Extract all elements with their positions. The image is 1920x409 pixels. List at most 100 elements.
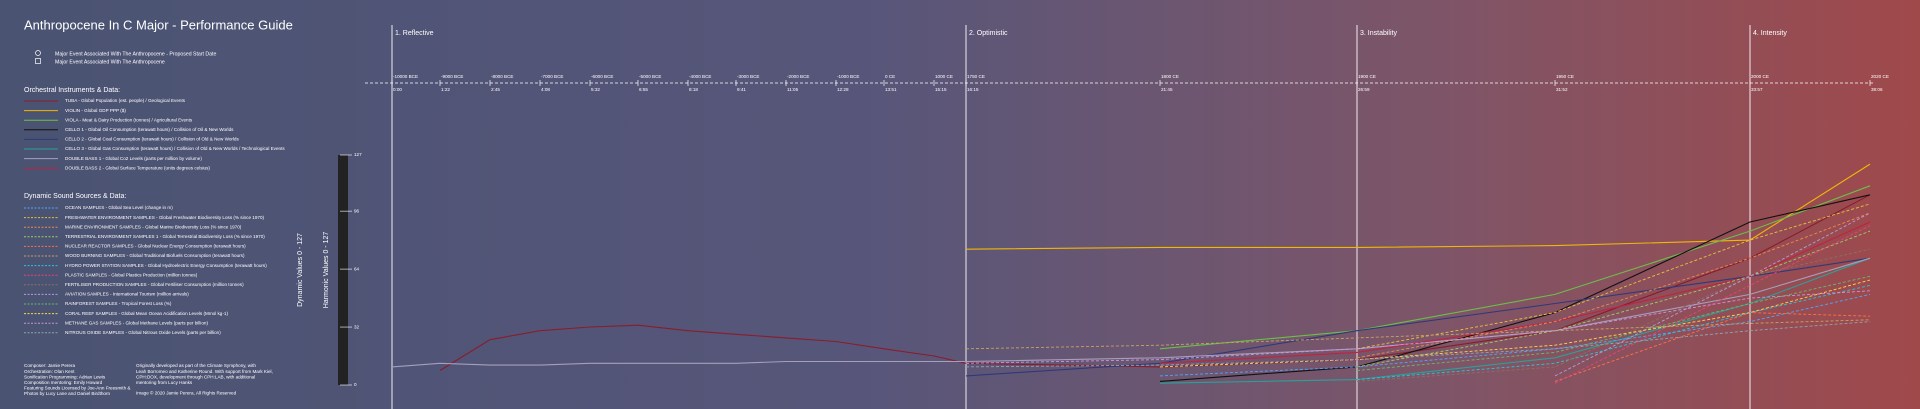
timeline-time: 4:08: [541, 87, 550, 92]
legend-entry: PLASTIC SAMPLES - Global Plastics Produc…: [65, 272, 198, 277]
timeline-time: 21:45: [1161, 87, 1173, 92]
credit: mentoring from Lucy Hanks: [136, 380, 193, 385]
timeline-year: -1000 BCE: [837, 74, 859, 79]
credit: CPH:DOX, development through CPH:LAB, wi…: [136, 374, 255, 379]
timeline-year: -8000 BCE: [491, 74, 513, 79]
legend-entry: NITROUS OXIDE SAMPLES - Global Nitrous O…: [65, 330, 221, 335]
series-line: [1356, 284, 1871, 381]
credit: Leah Borromeo and Katherine Round. With …: [136, 369, 273, 374]
legend-entry: OCEAN SAMPLES - Global Sea Level (change…: [65, 205, 173, 210]
timeline-year: -7000 BCE: [541, 74, 563, 79]
timeline-year: -6000 BCE: [591, 74, 613, 79]
section-label: 1. Reflective: [395, 30, 434, 37]
timeline-time: 1:22: [441, 87, 450, 92]
legend-title: Orchestral Instruments & Data:: [24, 87, 120, 94]
series-line: [1356, 248, 1871, 382]
timeline-time: 15:15: [935, 87, 947, 92]
timeline-time: 26:59: [1358, 87, 1370, 92]
legend-entry: DOUBLE BASS 2 - Global Surface Temperatu…: [65, 165, 210, 170]
timeline-year: -4000 BCE: [689, 74, 711, 79]
legend-entry: VIOLA - Meat & Dairy Production (tonnes)…: [65, 117, 193, 122]
legend-entry: CELLO 1 - Global Oil Consumption (terawa…: [65, 127, 234, 132]
timeline-time: 8:18: [689, 87, 698, 92]
credit: Composition mentoring: Emily Howard: [24, 380, 103, 385]
legend-entry: FERTILISER PRODUCTION SAMPLES - Global F…: [65, 282, 244, 287]
timeline-year: -10000 BCE: [393, 74, 418, 79]
legend-title: Dynamic Sound Sources & Data:: [24, 193, 126, 200]
timeline-time: 38:06: [1871, 87, 1883, 92]
timeline-time: 11:05: [787, 87, 799, 92]
section-label: 2. Optimistic: [969, 30, 1008, 37]
timeline-time: 2:45: [491, 87, 500, 92]
timeline-year: -5000 BCE: [639, 74, 661, 79]
legend-entry: DOUBLE BASS 1 - Global Co2 Levels (parts…: [65, 156, 202, 161]
marker-label: Major Event Associated With The Anthropo…: [55, 59, 165, 65]
timeline-year: 2000 CE: [1751, 74, 1769, 79]
series-line: [1159, 257, 1871, 384]
legend-entry: METHANE GAS SAMPLES - Global Methane Lev…: [65, 320, 208, 325]
legend-entry: CORAL REEF SAMPLES - Global Mean Ocean A…: [65, 311, 228, 316]
timeline-year: 1950 CE: [1556, 74, 1574, 79]
legend-entry: VIOLIN - Global GDP PPP ($): [65, 108, 126, 113]
timeline-time: 6:55: [639, 87, 648, 92]
legend-entry: FRESHWATER ENVIRONMENT SAMPLES - Global …: [65, 215, 265, 220]
series-line: [1356, 203, 1871, 350]
credit: Sonification Programming: Adrian Lewis: [24, 374, 106, 379]
title: Anthropocene In C Major - Performance Gu…: [24, 17, 293, 32]
timeline-year: -2000 BCE: [787, 74, 809, 79]
credit: Featuring Sounds Licensed by Joe-Ann Fre…: [24, 386, 130, 391]
legend-entry: WOOD BURNING SAMPLES - Global Traditiona…: [65, 253, 245, 258]
timeline-time: 13:51: [885, 87, 897, 92]
marker-circle: [35, 50, 41, 56]
y2-axis-label: Harmonic Values 0 - 127: [323, 232, 330, 309]
timeline-year: 1800 CE: [1161, 74, 1179, 79]
section-label: 3. Instability: [1360, 30, 1397, 37]
timeline-time: 16:15: [967, 87, 979, 92]
timeline-time: 9:41: [737, 87, 746, 92]
timeline-year: 1000 CE: [935, 74, 953, 79]
legend-entry: TERRESTRIAL ENVIRONMENT SAMPLES 1 - Glob…: [65, 234, 265, 239]
series-line: [965, 290, 1871, 364]
legend-entry: TUBA - Global Population (est. people) /…: [65, 98, 186, 103]
legend-entry: RAINFOREST SAMPLES - Tropical Forest Los…: [65, 301, 172, 306]
y-tick-label: 32: [354, 324, 360, 329]
legend-entry: AVIATION SAMPLES - International Tourism…: [65, 292, 189, 297]
y-axis-label: Dynamic Values 0 - 127: [297, 233, 304, 307]
timeline-time: 0:00: [393, 87, 402, 92]
y-tick-label: 64: [354, 266, 360, 271]
timeline-time: 31:52: [1556, 87, 1568, 92]
credit: Originally developed as part of the Clim…: [136, 363, 256, 368]
series-line: [965, 321, 1871, 368]
timeline-year: 1750 CE: [967, 74, 985, 79]
credit: Composer: Jamie Perera: [24, 363, 76, 368]
series-line: [439, 194, 1871, 371]
y-axis-bar: [338, 155, 348, 385]
timeline-year: 1900 CE: [1358, 74, 1376, 79]
series-line: [1554, 225, 1871, 384]
series-line: [1159, 185, 1871, 350]
legend-entry: CELLO 2 - Global Coal Consumption (teraw…: [65, 137, 239, 142]
series-line: [391, 257, 1871, 368]
timeline-time: 33:57: [1751, 87, 1763, 92]
timeline-year: -3000 BCE: [737, 74, 759, 79]
legend-entry: NUCLEAR REACTOR SAMPLES - Global Nuclear…: [65, 244, 246, 249]
credit: Photos by Lucy Lane and Daniel Birdthorn: [24, 391, 111, 396]
timeline-year: 0 CE: [885, 74, 895, 79]
legend-entry: HYDRO POWER STATION SAMPLES - Global Hyd…: [65, 263, 267, 268]
legend-entry: MARINE ENVIRONMENT SAMPLES - Global Mari…: [65, 224, 242, 229]
series-line: [965, 163, 1871, 250]
timeline-time: 12:28: [837, 87, 849, 92]
section-label: 4. Intensity: [1753, 30, 1787, 37]
timeline-year: -9000 BCE: [441, 74, 463, 79]
y-tick-label: 127: [354, 152, 362, 157]
marker-square: [35, 58, 41, 64]
y-tick-label: 96: [354, 208, 360, 213]
series-line: [1356, 275, 1871, 371]
timeline-year: 2020 CE: [1871, 74, 1889, 79]
series-line: [1159, 279, 1871, 368]
marker-label: Major Event Associated With The Anthropo…: [55, 51, 216, 57]
timeline-time: 5:32: [591, 87, 600, 92]
series-line: [1356, 230, 1871, 368]
